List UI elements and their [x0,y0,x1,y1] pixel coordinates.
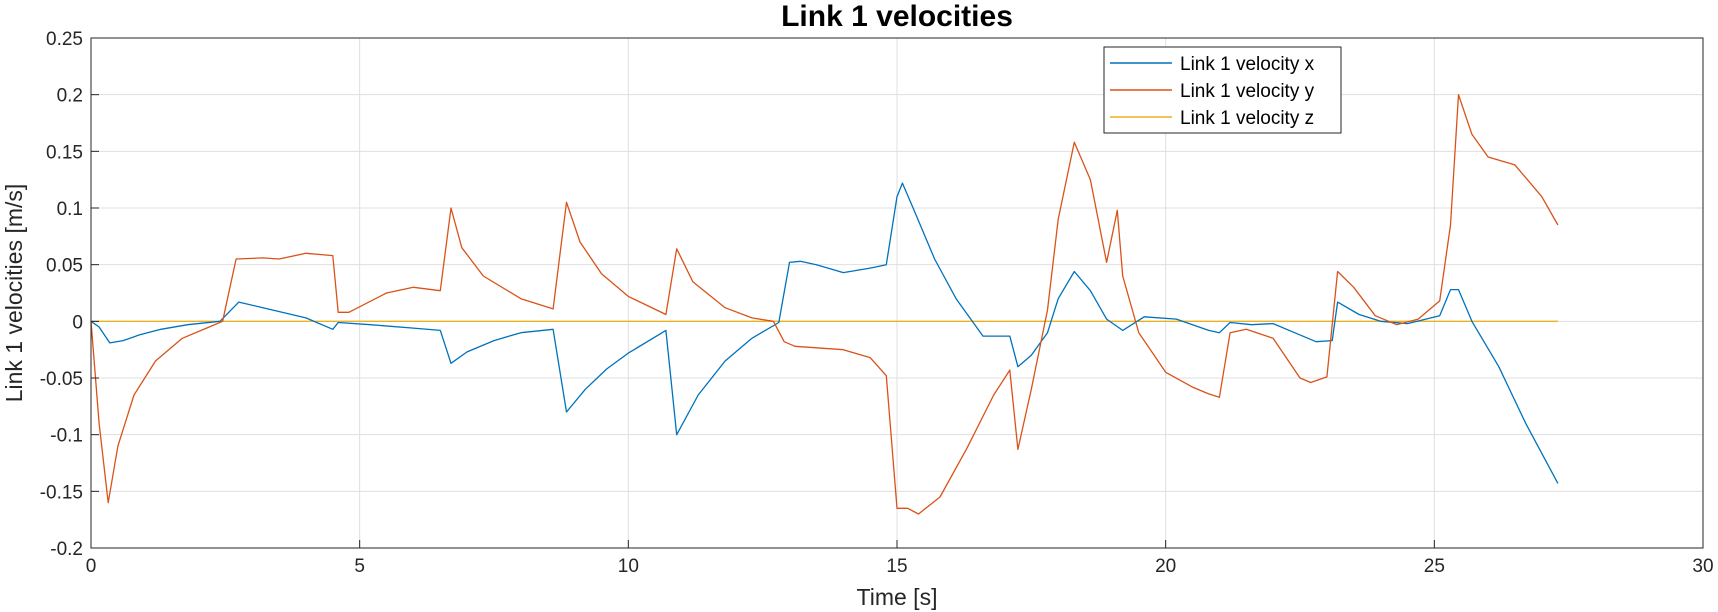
series-line-y [90,94,1559,515]
legend-label-y: Link 1 velocity y [1180,81,1315,102]
x-tick-label: 10 [618,556,639,577]
y-axis: -0.2 -0.15 -0.1 -0.05 0 0.05 0.1 0.15 0.2 0.25 [40,29,99,560]
y-axis-label: Link 1 velocities [m/s] [1,184,27,403]
y-tick-label: 0.15 [46,142,83,163]
y-tick-label: -0.2 [50,539,83,560]
x-tick-label: 5 [354,556,365,577]
x-tick-label: 20 [1155,556,1176,577]
y-tick-label: -0.1 [50,426,83,447]
legend: Link 1 velocity x Link 1 velocity y Link… [1103,46,1342,134]
y-tick-label: 0.1 [57,199,83,220]
x-tick-label: 15 [886,556,907,577]
y-tick-label: 0.2 [57,86,83,107]
y-tick-label: 0 [72,312,83,333]
y-tick-label: 0.25 [46,29,83,50]
x-tick-label: 30 [1692,556,1713,577]
y-tick-label: -0.15 [40,482,83,503]
y-tick-label: -0.05 [40,369,83,390]
series-line-x [90,182,1559,484]
x-axis: 0 5 10 15 20 25 30 [86,540,1714,577]
x-tick-label: 25 [1424,556,1445,577]
y-tick-label: 0.05 [46,256,83,277]
series-lines [90,94,1559,515]
x-axis-label: Time [s] [857,584,938,610]
legend-label-z: Link 1 velocity z [1180,108,1314,129]
legend-label-x: Link 1 velocity x [1180,54,1315,75]
x-tick-label: 0 [86,556,97,577]
chart-title: Link 1 velocities [781,0,1013,33]
